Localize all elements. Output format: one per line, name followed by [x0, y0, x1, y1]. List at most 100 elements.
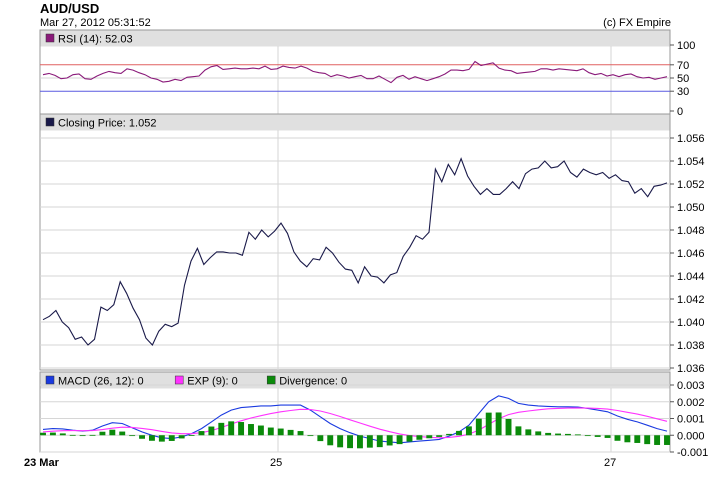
divergence-bar: [129, 435, 136, 437]
copyright-text: (c) FX Empire: [603, 17, 671, 29]
divergence-bar: [356, 435, 363, 449]
macd-legend-swatch-2: [266, 375, 276, 385]
chart-title: AUD/USD: [40, 1, 100, 16]
price-legend-bar: [40, 114, 670, 131]
price-panel-frame: [39, 113, 671, 371]
x-axis-label-1: 25: [270, 457, 282, 469]
price-ytick-label: 1.046: [677, 248, 705, 260]
divergence-bar: [515, 426, 522, 436]
price-ytick-label: 1.038: [677, 340, 705, 352]
rsi-ytick-label: 0: [677, 106, 683, 118]
rsi-ytick-label: 50: [677, 73, 689, 85]
divergence-bar: [307, 435, 314, 437]
divergence-bar: [485, 412, 492, 436]
price-ytick-label: 1.042: [677, 294, 705, 306]
divergence-bar: [386, 435, 393, 446]
divergence-bar: [495, 412, 502, 436]
divergence-bar: [208, 426, 215, 436]
divergence-bar: [109, 429, 116, 436]
divergence-bar: [49, 432, 56, 436]
divergence-bar: [287, 429, 294, 436]
price-legend-label-0: Closing Price: 1.052: [58, 118, 156, 130]
rsi-series-line-0: [42, 60, 668, 84]
divergence-bar: [634, 435, 641, 443]
divergence-bar: [178, 435, 185, 439]
divergence-bar: [139, 435, 146, 439]
divergence-bar: [574, 434, 581, 436]
divergence-bar: [416, 435, 423, 440]
divergence-bar: [436, 435, 443, 437]
divergence-bar: [525, 429, 532, 436]
divergence-bar: [366, 435, 373, 448]
divergence-bar: [555, 433, 562, 436]
divergence-bar: [119, 431, 126, 436]
divergence-bar: [664, 435, 670, 445]
divergence-bar: [317, 435, 324, 442]
divergence-bar: [545, 432, 552, 436]
macd-ytick-label: -0.001: [677, 447, 708, 459]
divergence-bar: [218, 422, 225, 436]
macd-ytick-label: 0.001: [677, 414, 705, 426]
divergence-bar: [69, 434, 76, 436]
macd-series-line-1: [42, 407, 668, 439]
macd-ytick-label: 0.003: [677, 380, 705, 392]
divergence-bar: [406, 435, 413, 442]
divergence-bar: [465, 426, 472, 436]
divergence-bar: [327, 435, 334, 446]
divergence-bar: [198, 431, 205, 436]
divergence-bar: [644, 435, 651, 445]
divergence-bar: [535, 431, 542, 436]
divergence-bar: [168, 435, 175, 441]
divergence-bar: [188, 435, 195, 436]
price-ytick-label: 1.040: [677, 317, 705, 329]
rsi-legend-bar: [40, 30, 670, 47]
divergence-bar: [426, 435, 433, 439]
price-series-line-0: [42, 157, 668, 346]
divergence-bar: [228, 421, 235, 436]
rsi-ytick-label: 100: [677, 40, 695, 52]
price-ytick-label: 1.052: [677, 179, 705, 191]
macd-legend-label-2: Divergence: 0: [279, 376, 347, 388]
divergence-bar: [337, 435, 344, 448]
divergence-bar: [624, 435, 631, 443]
divergence-bar: [99, 431, 106, 436]
divergence-bar: [376, 435, 383, 448]
divergence-bar: [148, 435, 155, 441]
divergence-bar: [40, 432, 46, 436]
divergence-bar: [654, 435, 661, 445]
x-axis-label-2: 27: [604, 457, 616, 469]
divergence-bar: [158, 435, 165, 442]
divergence-bar: [89, 434, 96, 436]
divergence-bar: [604, 435, 611, 438]
price-legend-swatch-0: [45, 117, 55, 127]
divergence-bar: [446, 433, 453, 436]
macd-series-line-0: [42, 395, 668, 444]
macd-legend-swatch-0: [45, 375, 55, 385]
divergence-bar: [475, 418, 482, 436]
price-ytick-label: 1.050: [677, 202, 705, 214]
divergence-bar: [456, 430, 462, 436]
rsi-ytick-label: 30: [677, 86, 689, 98]
rsi-legend-label-0: RSI (14): 52.03: [58, 34, 133, 46]
divergence-bar: [594, 435, 601, 437]
price-ytick-label: 1.048: [677, 225, 705, 237]
x-axis-label-0: 23 Mar: [24, 457, 60, 469]
macd-ytick-label: 0.002: [677, 397, 705, 409]
price-ytick-label: 1.044: [677, 271, 705, 283]
macd-legend-swatch-1: [174, 375, 184, 385]
divergence-bar: [267, 427, 274, 436]
divergence-bar: [277, 428, 284, 436]
macd-legend-label-1: EXP (9): 0: [187, 376, 238, 388]
divergence-bar: [584, 435, 591, 437]
price-ytick-label: 1.054: [677, 156, 705, 168]
rsi-ytick-label: 70: [677, 60, 689, 72]
divergence-bar: [59, 433, 66, 436]
price-ytick-label: 1.056: [677, 133, 705, 145]
rsi-legend-swatch-0: [45, 33, 55, 43]
macd-ytick-label: 0.000: [677, 430, 705, 442]
divergence-bar: [257, 425, 264, 436]
divergence-bar: [79, 435, 86, 437]
divergence-bar: [505, 419, 512, 436]
divergence-bar: [396, 435, 403, 445]
